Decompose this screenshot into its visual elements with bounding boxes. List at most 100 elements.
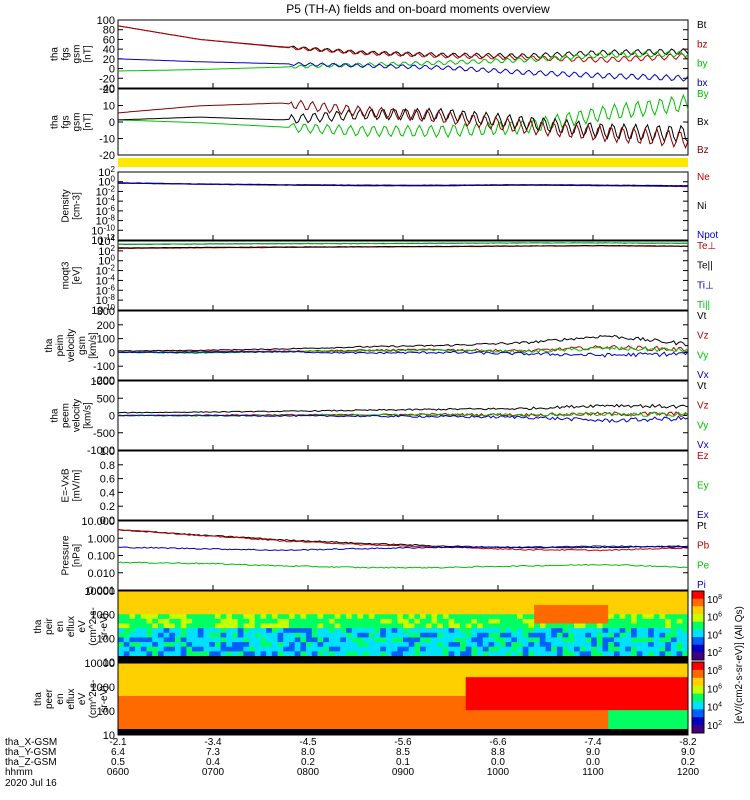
heatmap-cell xyxy=(454,604,461,610)
heatmap-cell xyxy=(260,724,267,730)
heatmap-cell xyxy=(636,714,643,720)
heatmap-cell xyxy=(197,595,204,601)
heatmap-cell xyxy=(294,696,301,702)
heatmap-cell xyxy=(300,591,307,597)
heatmap-cell xyxy=(636,651,643,657)
heatmap-cell xyxy=(214,614,221,620)
heatmap-cell xyxy=(511,705,518,711)
heatmap-cell xyxy=(642,618,649,624)
heatmap-cell xyxy=(562,646,569,652)
heatmap-cell xyxy=(682,667,689,673)
heatmap-cell xyxy=(289,595,296,601)
heatmap-cell xyxy=(374,714,381,720)
heatmap-cell xyxy=(334,686,341,692)
heatmap-cell xyxy=(391,646,398,652)
heatmap-cell xyxy=(351,681,358,687)
heatmap-cell xyxy=(642,691,649,697)
heatmap-cell xyxy=(636,591,643,597)
heatmap-cell xyxy=(425,595,432,601)
heatmap-cell xyxy=(180,667,187,673)
heatmap-cell xyxy=(118,705,125,711)
heatmap-cell xyxy=(254,710,261,716)
heatmap-cell xyxy=(197,637,204,643)
heatmap-cell xyxy=(163,646,170,652)
heatmap-cell xyxy=(271,595,278,601)
y-tick-label: 0.8 xyxy=(100,460,115,472)
heatmap-cell xyxy=(460,646,467,652)
heatmap-cell xyxy=(522,663,529,669)
heatmap-cell xyxy=(437,700,444,706)
heatmap-cell xyxy=(499,591,506,597)
heatmap-cell xyxy=(574,710,581,716)
heatmap-cell xyxy=(323,618,330,624)
heatmap-cell xyxy=(300,681,307,687)
heatmap-cell xyxy=(146,618,153,624)
heatmap-cell xyxy=(328,672,335,678)
heatmap-cell xyxy=(585,700,592,706)
heatmap-cell xyxy=(209,677,216,683)
heatmap-cell xyxy=(368,700,375,706)
heatmap-cell xyxy=(619,677,626,683)
heatmap-cell xyxy=(237,591,244,597)
heatmap-cell xyxy=(186,724,193,730)
heatmap-cell xyxy=(682,677,689,683)
heatmap-cell xyxy=(254,595,261,601)
colorbar-swatch xyxy=(692,662,704,671)
heatmap-cell xyxy=(403,700,410,706)
heatmap-cell xyxy=(602,691,609,697)
heatmap-cell xyxy=(363,696,370,702)
heatmap-cell xyxy=(682,651,689,657)
heatmap-cell xyxy=(539,591,546,597)
heatmap-cell xyxy=(631,614,638,620)
heatmap-cell xyxy=(300,595,307,601)
heatmap-cell xyxy=(163,604,170,610)
y-tick-label: 500 xyxy=(97,393,115,405)
heatmap-cell xyxy=(425,642,432,648)
heatmap-cell xyxy=(232,724,239,730)
heatmap-cell xyxy=(294,686,301,692)
heatmap-cell xyxy=(471,677,478,683)
heatmap-cell xyxy=(129,681,136,687)
heatmap-cell xyxy=(214,632,221,638)
heatmap-cell xyxy=(266,686,273,692)
heatmap-cell xyxy=(363,691,370,697)
y-tick-label: 102 xyxy=(98,165,115,179)
heatmap-cell xyxy=(414,710,421,716)
heatmap-cell xyxy=(334,691,341,697)
heatmap-cell xyxy=(226,646,233,652)
heatmap-cell xyxy=(556,681,563,687)
heatmap-cell xyxy=(175,710,182,716)
heatmap-cell xyxy=(602,719,609,725)
heatmap-cell xyxy=(311,591,318,597)
heatmap-cell xyxy=(277,724,284,730)
heatmap-cell xyxy=(203,637,210,643)
heatmap-cell xyxy=(596,677,603,683)
heatmap-cell xyxy=(585,710,592,716)
heatmap-cell xyxy=(146,609,153,615)
heatmap-cell xyxy=(152,591,159,597)
heatmap-cell xyxy=(420,618,427,624)
heatmap-cell xyxy=(670,710,677,716)
heatmap-cell xyxy=(323,623,330,629)
heatmap-cell xyxy=(237,600,244,606)
heatmap-cell xyxy=(397,591,404,597)
heatmap-cell xyxy=(140,591,147,597)
ephem-value: -4.5 xyxy=(299,737,317,748)
heatmap-cell xyxy=(437,686,444,692)
heatmap-cell xyxy=(676,696,683,702)
heatmap-cell xyxy=(380,663,387,669)
heatmap-cell xyxy=(152,663,159,669)
heatmap-cell xyxy=(368,696,375,702)
heatmap-cell xyxy=(192,632,199,638)
heatmap-cell xyxy=(283,595,290,601)
heatmap-cell xyxy=(249,677,256,683)
heatmap-cell xyxy=(403,604,410,610)
heatmap-cell xyxy=(545,637,552,643)
heatmap-cell xyxy=(266,705,273,711)
heatmap-cell xyxy=(414,591,421,597)
heatmap-cell xyxy=(471,591,478,597)
heatmap-cell xyxy=(385,591,392,597)
heatmap-cell xyxy=(579,642,586,648)
heatmap-cell xyxy=(192,646,199,652)
heatmap-cell xyxy=(431,677,438,683)
